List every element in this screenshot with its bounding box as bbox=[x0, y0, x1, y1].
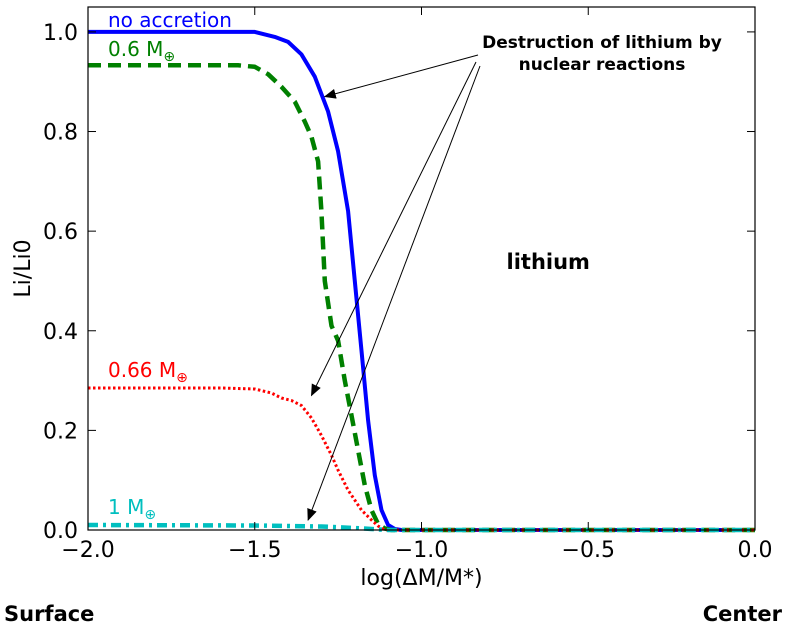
series-line-1 bbox=[88, 63, 755, 533]
y-tick-label: 0.4 bbox=[43, 320, 78, 345]
x-tick-label: 0.0 bbox=[738, 538, 773, 563]
series-line-2 bbox=[88, 386, 755, 532]
y-tick-label: 1.0 bbox=[43, 21, 78, 46]
annotation-arrow-2 bbox=[307, 65, 481, 521]
series-label-0: no accretion bbox=[108, 8, 232, 32]
annotation-line-0: Destruction of lithium by bbox=[482, 33, 722, 53]
lithium-label: lithium bbox=[507, 250, 590, 274]
footer-center-label: Center bbox=[703, 602, 783, 626]
x-tick-label: −1.0 bbox=[395, 538, 448, 563]
footer-surface-label: Surface bbox=[4, 602, 94, 626]
y-tick-label: 0.8 bbox=[43, 121, 78, 146]
series-label-1: 0.6 M⊕ bbox=[108, 37, 175, 65]
annotation-arrow-1 bbox=[310, 61, 477, 397]
x-tick-label: −0.5 bbox=[562, 538, 615, 563]
x-axis-label: log(ΔM/M*) bbox=[360, 566, 482, 591]
y-tick-label: 0.6 bbox=[43, 220, 78, 245]
y-tick-label: 0.0 bbox=[43, 519, 78, 544]
series-label-3: 1 M⊕ bbox=[108, 495, 156, 523]
plot-frame bbox=[87, 6, 756, 531]
y-tick-label: 0.2 bbox=[43, 419, 78, 444]
annotation-arrow-0 bbox=[323, 54, 479, 99]
series-line-0 bbox=[88, 29, 755, 532]
x-tick-label: −2.0 bbox=[61, 538, 114, 563]
x-tick-label: −1.5 bbox=[228, 538, 281, 563]
annotation-line-1: nuclear reactions bbox=[519, 55, 686, 75]
y-axis-label: Li/Li0 bbox=[11, 239, 36, 297]
series-label-2: 0.66 M⊕ bbox=[108, 358, 188, 386]
